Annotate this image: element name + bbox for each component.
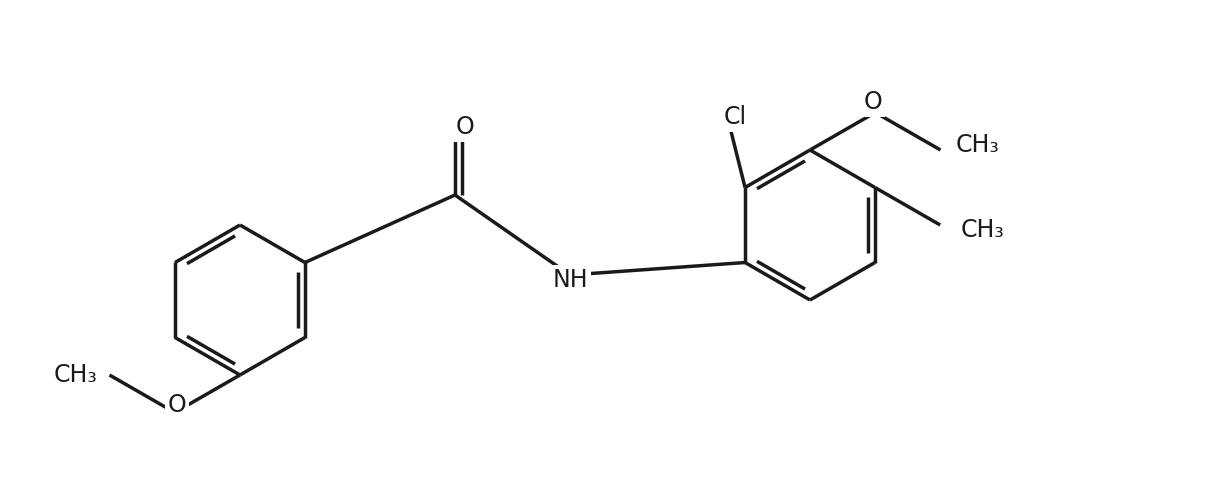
Text: CH₃: CH₃ <box>961 218 1004 242</box>
Text: CH₃: CH₃ <box>53 363 98 387</box>
Text: Cl: Cl <box>724 105 747 129</box>
Text: O: O <box>864 91 882 115</box>
Text: O: O <box>456 116 474 140</box>
Text: NH: NH <box>552 268 588 292</box>
Text: O: O <box>167 392 186 416</box>
Text: CH₃: CH₃ <box>956 133 999 157</box>
